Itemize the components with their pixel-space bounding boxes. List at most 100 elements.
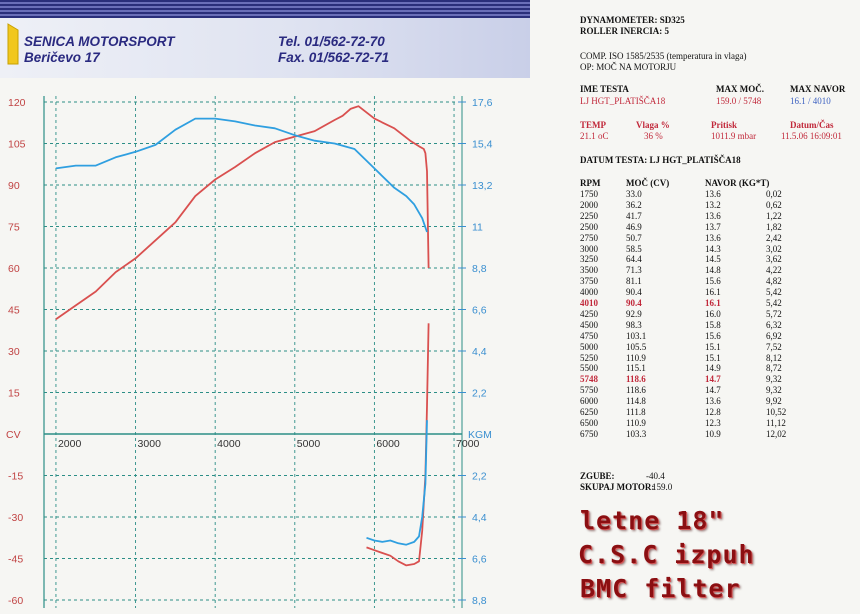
table-row: 5750 118.6 14.7 9,32 (580, 385, 850, 396)
rpm-cell: 2500 (580, 221, 598, 232)
right-tick-label: 6,6 (472, 305, 487, 317)
rpm-cell: 3500 (580, 265, 598, 276)
power-cell: 114.8 (626, 396, 646, 407)
left-tick-label: -60 (8, 595, 23, 607)
power-cell: 90.4 (626, 287, 642, 298)
company-logo-icon (7, 23, 19, 65)
table-row: 5500 115.1 14.9 8,72 (580, 363, 850, 374)
time-cell: 5,42 (766, 298, 782, 308)
time-cell: 2,42 (766, 232, 782, 243)
table-row: 3750 81.1 15.6 4,82 (580, 276, 850, 287)
x-tick-label: 2000 (58, 438, 82, 450)
torque-cell: 15.8 (705, 319, 721, 330)
chart-ticks: 120 17,6 105 15,4 90 13,2 75 11 60 8,8 45 6,6 30 4,4 1… (6, 97, 493, 607)
table-row: 5748 118.6 14.7 9,32 (580, 374, 850, 385)
power-cell: 118.6 (626, 374, 646, 385)
rpm-cell: 4500 (580, 319, 598, 330)
pressure-value: 1011.9 mbar (711, 131, 757, 141)
right-tick-label: 15,4 (472, 139, 493, 151)
max-torque-header: MAX NAVOR (790, 84, 846, 94)
time-cell: 8,12 (766, 352, 782, 363)
left-tick-label: 120 (8, 97, 26, 109)
table-row: 2750 50.7 13.6 2,42 (580, 233, 850, 244)
right-tick-label: 2,2 (472, 471, 487, 483)
torque-cell: 13.6 (705, 232, 721, 243)
humidity-header: Vlaga % (636, 120, 670, 130)
power-cell: 71.3 (626, 265, 642, 276)
torque-cell: 15.6 (705, 276, 721, 287)
test-name-header: IME TESTA (580, 84, 629, 94)
right-axis-label: KGM (468, 429, 492, 441)
rpm-cell: 4010 (580, 298, 598, 308)
letterhead-stripes (0, 0, 530, 18)
torque-cell: 16.1 (705, 298, 721, 308)
x-tick-label: 5000 (297, 438, 321, 450)
power-cell: 58.5 (626, 243, 642, 254)
time-cell: 9,32 (766, 374, 782, 385)
power-cell: 50.7 (626, 232, 642, 243)
x-tick-label: 7000 (456, 438, 480, 450)
rpm-cell: 2000 (580, 199, 598, 210)
torque-curve (55, 117, 428, 233)
table-row: 3250 64.4 14.5 3,62 (580, 254, 850, 265)
torque-cell: 10.9 (705, 428, 721, 439)
right-tick-label: 17,6 (472, 97, 493, 109)
rpm-cell: 2250 (580, 210, 598, 221)
torque-cell: 14.9 (705, 363, 721, 374)
chart-series (55, 105, 430, 567)
time-cell: 6,32 (766, 319, 782, 330)
total-engine-value: 159.0 (652, 482, 673, 492)
company-fax: Fax. 01/562-72-71 (278, 50, 390, 65)
table-row: 4500 98.3 15.8 6,32 (580, 320, 850, 331)
rpm-cell: 5750 (580, 385, 598, 396)
time-cell: 1,22 (766, 210, 782, 221)
rpm-cell: 4250 (580, 308, 598, 319)
left-tick-label: 75 (8, 222, 20, 234)
time-cell: 0,62 (766, 199, 782, 210)
power-cell: 115.1 (626, 363, 646, 374)
power-cell: 46.9 (626, 221, 642, 232)
time-cell: 0,02 (766, 189, 782, 199)
torque-cell: 14.3 (705, 243, 721, 254)
left-tick-label: 90 (8, 180, 20, 192)
right-tick-label: 11 (472, 222, 483, 234)
torque-cell: 15.1 (705, 341, 721, 352)
table-row: 2250 41.7 13.6 1,22 (580, 211, 850, 222)
time-cell: 6,92 (766, 330, 782, 341)
torque-cell: 13.6 (705, 210, 721, 221)
pressure-header: Pritisk (711, 120, 737, 130)
time-cell: 5,72 (766, 308, 782, 319)
dynamometer-label: DYNAMOMETER: SD325 (580, 15, 685, 25)
max-power-header: MAX MOČ. (716, 84, 764, 94)
stamp-line-2: C.S.C izpuh (578, 540, 755, 569)
power-cell: 64.4 (626, 254, 642, 265)
rpm-cell: 6250 (580, 407, 598, 417)
rpm-cell: 1750 (580, 189, 598, 199)
table-row: 4000 90.4 16.1 5,42 (580, 287, 850, 298)
left-tick-label: 60 (8, 263, 20, 275)
rpm-cell: 5250 (580, 352, 598, 363)
right-tick-label: 4,4 (472, 346, 487, 358)
right-tick-label: 2,2 (472, 388, 487, 400)
rpm-cell: 4000 (580, 287, 598, 298)
torque-cell: 12.3 (705, 417, 721, 428)
stamp-line-1: letne 18" (580, 506, 725, 535)
right-tick-label: 8,8 (472, 263, 487, 275)
right-tick-label: 13,2 (472, 180, 493, 192)
left-tick-label: 105 (8, 139, 26, 151)
time-cell: 10,52 (766, 407, 787, 417)
table-row: 6750 103.3 10.9 12,02 (580, 429, 850, 440)
power-cell: 105.5 (626, 341, 647, 352)
rpm-cell: 3000 (580, 243, 598, 254)
power-cell: 111.8 (626, 407, 646, 417)
left-tick-label: 15 (8, 388, 20, 400)
torque-cell: 13.6 (705, 189, 721, 199)
humidity-value: 36 % (644, 131, 663, 141)
torque-cell: 13.7 (705, 221, 721, 232)
rpm-cell: 3250 (580, 254, 598, 265)
power-cell: 103.1 (626, 330, 647, 341)
col-power-header: MOČ (CV) (626, 178, 670, 188)
torque-cell: 12.8 (705, 407, 721, 417)
table-row: 1750 33.0 13.6 0,02 (580, 189, 850, 200)
left-tick-label: -15 (8, 471, 23, 483)
